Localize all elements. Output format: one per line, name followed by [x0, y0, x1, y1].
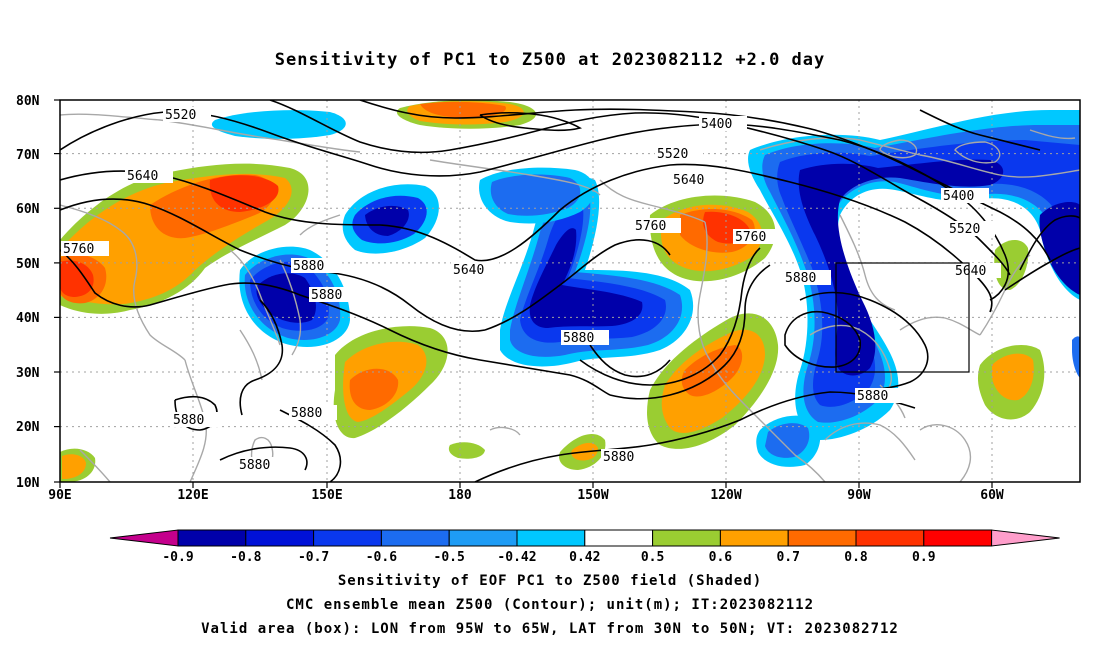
svg-text:5640: 5640 [453, 263, 484, 278]
colorbar-cell [855, 529, 925, 547]
svg-text:5880: 5880 [291, 406, 322, 421]
colorbar-cell [787, 529, 857, 547]
colorbar-label: -0.8 [230, 550, 261, 565]
colorbar: -0.9 -0.8 -0.7 -0.6 -0.5 -0.42 0.42 0.5 0.6 0.7 0.… [109, 529, 1060, 565]
colorbar-cell [380, 529, 450, 547]
contour-label: 5880 [601, 449, 649, 465]
lat-label: 50N [16, 257, 40, 272]
colorbar-cell [719, 529, 789, 547]
colorbar-label: -0.7 [298, 550, 329, 565]
lon-label: 60W [980, 488, 1004, 503]
colorbar-cell [584, 529, 654, 547]
svg-text:5640: 5640 [673, 173, 704, 188]
contour-label: 5400 [941, 188, 989, 204]
svg-text:5760: 5760 [63, 242, 94, 257]
contour-label: 5640 [451, 262, 499, 278]
colorbar-cell [177, 529, 247, 547]
graticule [60, 100, 1080, 482]
lon-label: 120W [710, 488, 741, 503]
lat-label: 30N [16, 366, 40, 381]
lon-label: 150W [577, 488, 608, 503]
latitude-labels: 80N 70N 60N 50N 40N 30N 20N 10N [16, 94, 40, 491]
lon-label: 120E [177, 488, 208, 503]
contour-label: 5880 [309, 287, 357, 303]
contour-labels: 5520 5400 5520 5640 5640 5400 5520 5760 … [61, 107, 1001, 473]
contour-label: 5520 [655, 146, 703, 162]
contour-label: 5760 [633, 218, 681, 234]
lon-label: 90E [48, 488, 71, 503]
caption-valid-area: Valid area (box): LON from 95W to 65W, L… [201, 621, 899, 637]
svg-text:5880: 5880 [173, 413, 204, 428]
lat-label: 40N [16, 311, 40, 326]
svg-text:5880: 5880 [563, 331, 594, 346]
colorbar-arrow-high [991, 529, 1060, 547]
colorbar-label: 0.9 [912, 550, 935, 565]
contour-label: 5760 [61, 241, 109, 257]
colorbar-label: 0.7 [776, 550, 799, 565]
lat-label: 10N [16, 476, 40, 491]
longitude-labels: 90E 120E 150E 180 150W 120W 90W 60W [48, 488, 1004, 503]
colorbar-label: 0.5 [641, 550, 664, 565]
svg-text:5760: 5760 [735, 230, 766, 245]
lon-label: 90W [847, 488, 871, 503]
lat-label: 20N [16, 420, 40, 435]
contour-label: 5520 [163, 107, 211, 123]
colorbar-label: -0.9 [162, 550, 193, 565]
lat-label: 70N [16, 148, 40, 163]
map-title: Sensitivity of PC1 to Z500 at 2023082112… [274, 50, 826, 70]
colorbar-label: 0.42 [569, 550, 600, 565]
svg-text:5880: 5880 [857, 389, 888, 404]
colorbar-label: -0.5 [434, 550, 465, 565]
contour-label: 5880 [783, 270, 831, 286]
svg-text:5880: 5880 [239, 458, 270, 473]
contour-label: 5880 [291, 258, 339, 274]
colorbar-label: -0.6 [366, 550, 397, 565]
svg-text:5520: 5520 [165, 108, 196, 123]
contour-label: 5520 [947, 221, 995, 237]
svg-text:5520: 5520 [657, 147, 688, 162]
svg-text:5880: 5880 [603, 450, 634, 465]
caption-shading: Sensitivity of EOF PC1 to Z500 field (Sh… [337, 573, 763, 589]
colorbar-cell [313, 529, 382, 547]
svg-text:5400: 5400 [701, 117, 732, 132]
svg-text:5880: 5880 [311, 288, 342, 303]
contour-label: 5640 [125, 168, 173, 184]
colorbar-label: 0.8 [844, 550, 868, 565]
colorbar-cell [923, 529, 993, 547]
lon-label: 150E [311, 488, 342, 503]
contour-label: 5880 [171, 412, 219, 428]
caption-contour: CMC ensemble mean Z500 (Contour); unit(m… [285, 597, 814, 613]
svg-text:5520: 5520 [949, 222, 980, 237]
contour-label: 5880 [237, 457, 285, 473]
svg-text:5400: 5400 [943, 189, 974, 204]
coastlines [60, 113, 1080, 482]
svg-text:5640: 5640 [127, 169, 158, 184]
contour-label: 5760 [733, 229, 781, 245]
contour-label: 5640 [953, 263, 1001, 279]
colorbar-cell [516, 529, 586, 547]
contour-label: 5400 [699, 116, 747, 132]
contour-label: 5640 [671, 172, 719, 188]
contour-label: 5880 [289, 405, 337, 421]
lat-label: 60N [16, 202, 40, 217]
lat-label: 80N [16, 94, 40, 109]
contour-label: 5880 [855, 388, 903, 404]
svg-text:5640: 5640 [955, 264, 986, 279]
svg-text:5880: 5880 [293, 259, 324, 274]
colorbar-cell [448, 529, 518, 547]
colorbar-cell [245, 529, 315, 547]
lon-label: 180 [448, 488, 472, 503]
axis-ticks [54, 99, 993, 488]
colorbar-label: 0.6 [709, 550, 733, 565]
svg-text:5880: 5880 [785, 271, 816, 286]
svg-text:5760: 5760 [635, 219, 666, 234]
plot-frame [59, 99, 1081, 483]
colorbar-cell [652, 529, 721, 547]
colorbar-label: -0.42 [497, 550, 536, 565]
colorbar-arrow-low [109, 529, 179, 547]
contour-label: 5880 [561, 330, 609, 346]
valid-area-box [835, 262, 970, 373]
